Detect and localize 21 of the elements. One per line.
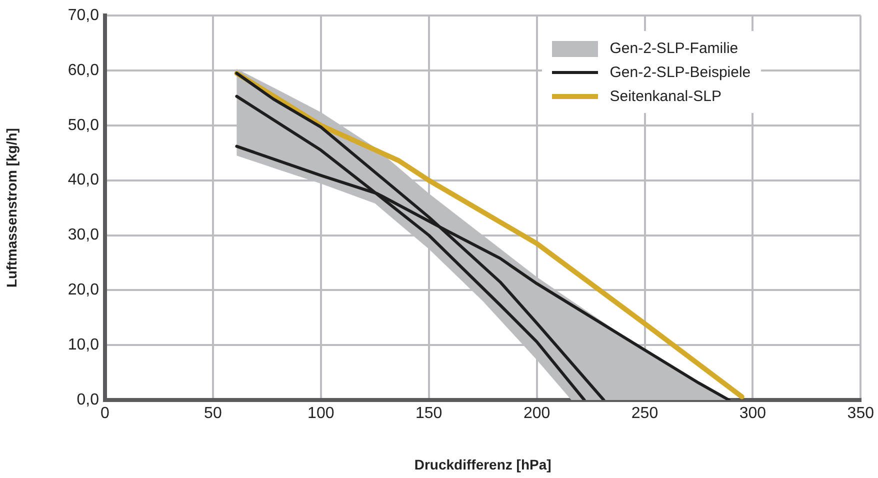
x-tick-label: 350 <box>847 405 874 422</box>
y-tick-label: 0,0 <box>76 391 100 408</box>
x-tick-label: 150 <box>416 405 442 422</box>
y-tick-label: 20,0 <box>68 282 100 299</box>
y-axis-title: Luftmassenstrom [kg/h] <box>3 128 20 288</box>
y-tick-label: 70,0 <box>68 7 100 24</box>
y-tick-label: 10,0 <box>68 336 100 354</box>
y-tick-label: 30,0 <box>68 226 100 244</box>
y-tick-label: 50,0 <box>68 116 100 134</box>
x-tick-label: 100 <box>308 405 334 422</box>
x-tick-label: 200 <box>523 405 550 422</box>
y-tick-label: 60,0 <box>68 62 100 79</box>
x-tick-label: 300 <box>739 405 766 422</box>
legend-label: Gen-2-SLP-Familie <box>610 40 738 58</box>
x-tick-label: 50 <box>204 405 222 422</box>
legend-label: Seitenkanal-SLP <box>610 88 722 106</box>
legend-label: Gen-2-SLP-Beispiele <box>610 64 751 82</box>
x-axis-title: Druckdifferenz [hPa] <box>414 456 552 472</box>
y-tick-label: 40,0 <box>68 172 100 189</box>
x-tick-label: 0 <box>100 405 110 422</box>
x-tick-label: 250 <box>631 405 658 422</box>
